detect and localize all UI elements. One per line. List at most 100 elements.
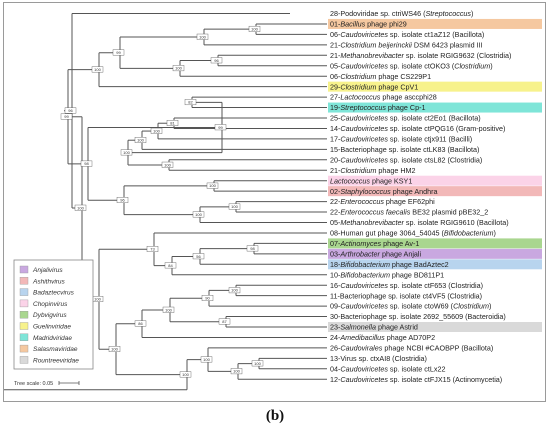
- bootstrap-value: 99: [214, 124, 227, 131]
- bootstrap-text: 100: [94, 67, 101, 72]
- legend-label: Badaztecvirus: [33, 290, 75, 297]
- bootstrap-box: [228, 287, 241, 294]
- leaf-label: 29-Clostridium phage CpV1: [330, 82, 418, 91]
- leaf-label: 21-Clostridium phage HM2: [330, 166, 416, 175]
- bootstrap-text: 99: [116, 50, 121, 55]
- leaf-label: 18-Bifidobacterium phage BadAztec2: [330, 260, 449, 269]
- leaf-label: 26-Caudovirales phage NCBI #CAOBPP (Baci…: [330, 344, 493, 353]
- leaf-label: 11-Bacteriophage sp. isolate ct4VF5 (Clo…: [330, 291, 482, 300]
- bootstrap-text: 100: [165, 307, 172, 312]
- bootstrap-text: 100: [199, 34, 206, 39]
- legend-label: Ashithvirus: [32, 278, 66, 285]
- bootstrap-box: [74, 204, 87, 211]
- bootstrap-text: 87: [222, 319, 227, 324]
- legend-swatch: [19, 333, 29, 341]
- bootstrap-value: 100: [172, 65, 185, 72]
- bootstrap-box: [164, 262, 177, 269]
- leaf-label: 23-Salmonella phage Astrid: [330, 323, 418, 332]
- bootstrap-text: 96: [120, 198, 125, 203]
- bootstrap-text: 100: [137, 138, 144, 143]
- leaf-label: 21-Methanobrevibacter sp. isolate RGIG96…: [330, 51, 511, 60]
- bootstrap-box: [116, 197, 129, 203]
- bootstrap-box: [230, 368, 243, 375]
- bootstrap-value: 100: [91, 296, 104, 302]
- bootstrap-box: [192, 211, 205, 218]
- bootstrap-value: 100: [248, 25, 261, 32]
- bootstrap-text: 56: [196, 254, 201, 259]
- leaf-label: 17-Caudoviricetes sp. isolate ctjx911 (B…: [330, 135, 472, 144]
- bootstrap-box: [251, 360, 264, 367]
- bootstrap-box: [166, 120, 179, 126]
- bootstrap-text: 100: [77, 205, 84, 210]
- bootstrap-value: 100: [206, 182, 219, 189]
- scale-bar: Tree scale: 0.05: [14, 381, 80, 387]
- leaf-label: 07-Actinomyces phage Av-1: [330, 239, 419, 248]
- bootstrap-box: [150, 127, 163, 134]
- bootstrap-box: [60, 113, 73, 120]
- legend-label: Anjalivirus: [32, 267, 63, 274]
- bootstrap-value: 96: [116, 197, 129, 203]
- bootstrap-value: 90: [201, 295, 214, 301]
- leaf-label: 22-Enterococcus phage EF62phi: [330, 197, 435, 206]
- leaf-label: 30-Bacteriophage sp. isolate 2692_55609 …: [330, 312, 506, 321]
- bootstrap-value: 99: [60, 113, 73, 120]
- leaf-label: 06-Clostridium phage CS229P1: [330, 72, 431, 81]
- bootstrap-text: 100: [123, 150, 130, 155]
- leaf-label: 15-Bacteriophage sp. isolate ctLK83 (Bac…: [330, 145, 479, 154]
- legend-label: Rountreeviridae: [33, 357, 79, 364]
- leaf-label: 05-Methanobrevibacter sp. isolate RGIG96…: [330, 218, 509, 227]
- legend-swatch: [19, 356, 29, 364]
- bootstrap-value: 100: [228, 287, 241, 294]
- leaf-labels: 28-Podoviridae sp. ctriWS46 (Streptococc…: [330, 9, 511, 384]
- leaf-label: 05-Caudoviricetes sp. isolate ctOKO3 (Cl…: [330, 61, 493, 70]
- clade-highlight: [328, 175, 542, 186]
- legend-swatch: [19, 265, 29, 274]
- bootstrap-text: 96: [68, 108, 73, 113]
- clade-highlight: [328, 259, 542, 270]
- bootstrap-box: [214, 124, 227, 131]
- bootstrap-text: 100: [209, 183, 216, 188]
- leaf-label: 21-Clostridium beijerinckii DSM 6423 pla…: [330, 40, 483, 49]
- bootstrap-box: [196, 33, 209, 40]
- bootstrap-box: [64, 107, 77, 114]
- bootstrap-value: 100: [200, 356, 213, 363]
- bootstrap-labels: 100 100 96 100 99 100 82 81 100 100 100 100 99 100 100…: [60, 25, 264, 378]
- bootstrap-text: 84: [168, 263, 173, 268]
- bootstrap-value: 73: [146, 246, 159, 252]
- leaf-label: 27-Lactococcus phage asccphi28: [330, 93, 437, 102]
- bootstrap-value: 82: [184, 99, 197, 106]
- bootstrap-value: 87: [218, 318, 231, 325]
- bootstrap-box: [112, 49, 125, 56]
- bootstrap-box: [80, 160, 93, 167]
- bootstrap-box: [228, 203, 241, 210]
- leaf-label: 09-Caudoviricetes sp. isolate ctoW69 (Cl…: [330, 302, 491, 311]
- bootstrap-box: [248, 25, 261, 32]
- bootstrap-box: [134, 137, 147, 143]
- clade-highlights: [328, 18, 542, 332]
- bootstrap-text: 100: [182, 372, 189, 377]
- bootstrap-box: [91, 66, 104, 73]
- bootstrap-box: [184, 99, 197, 106]
- bootstrap-value: 98: [246, 245, 259, 252]
- bootstrap-text: 100: [153, 128, 160, 133]
- bootstrap-text: 100: [94, 297, 101, 302]
- clade-highlight: [328, 81, 542, 92]
- bootstrap-text: 96: [214, 58, 219, 63]
- clade-highlight: [328, 186, 542, 197]
- leaf-label: 14-Caudoviricetes sp. isolate ctPQG16 (G…: [330, 124, 505, 133]
- bootstrap-value: 98: [80, 160, 93, 167]
- clade-highlight: [328, 18, 542, 29]
- bootstrap-text: 100: [203, 357, 210, 362]
- bootstrap-box: [146, 246, 159, 252]
- bootstrap-text: 100: [195, 212, 202, 217]
- leaf-label: 16-Caudoviricetes sp. isolate ctF653 (Cl…: [330, 281, 483, 290]
- bootstrap-text: 98: [84, 161, 89, 166]
- leaf-label: 04-Caudoviricetes sp. isolate ctLx22: [330, 364, 445, 373]
- bootstrap-text: 100: [164, 162, 171, 167]
- bootstrap-value: 100: [230, 368, 243, 375]
- clade-highlight: [328, 322, 542, 332]
- bootstrap-text: 100: [231, 288, 238, 293]
- bootstrap-text: 73: [150, 247, 155, 252]
- legend-label: Guelinviridae: [33, 324, 71, 331]
